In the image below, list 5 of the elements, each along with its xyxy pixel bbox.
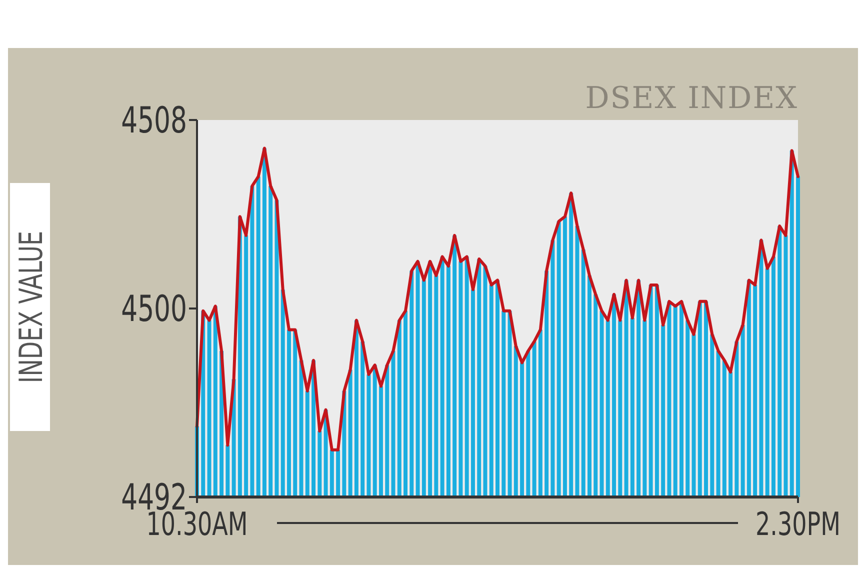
y-tick-label: 4500 xyxy=(121,288,187,330)
x-tick-label: 2.30PM xyxy=(756,505,840,543)
chart-title: DSEX INDEX xyxy=(585,81,798,116)
y-tick-label: 4508 xyxy=(121,99,187,142)
y-axis-title: INDEX VALUE xyxy=(12,230,50,384)
